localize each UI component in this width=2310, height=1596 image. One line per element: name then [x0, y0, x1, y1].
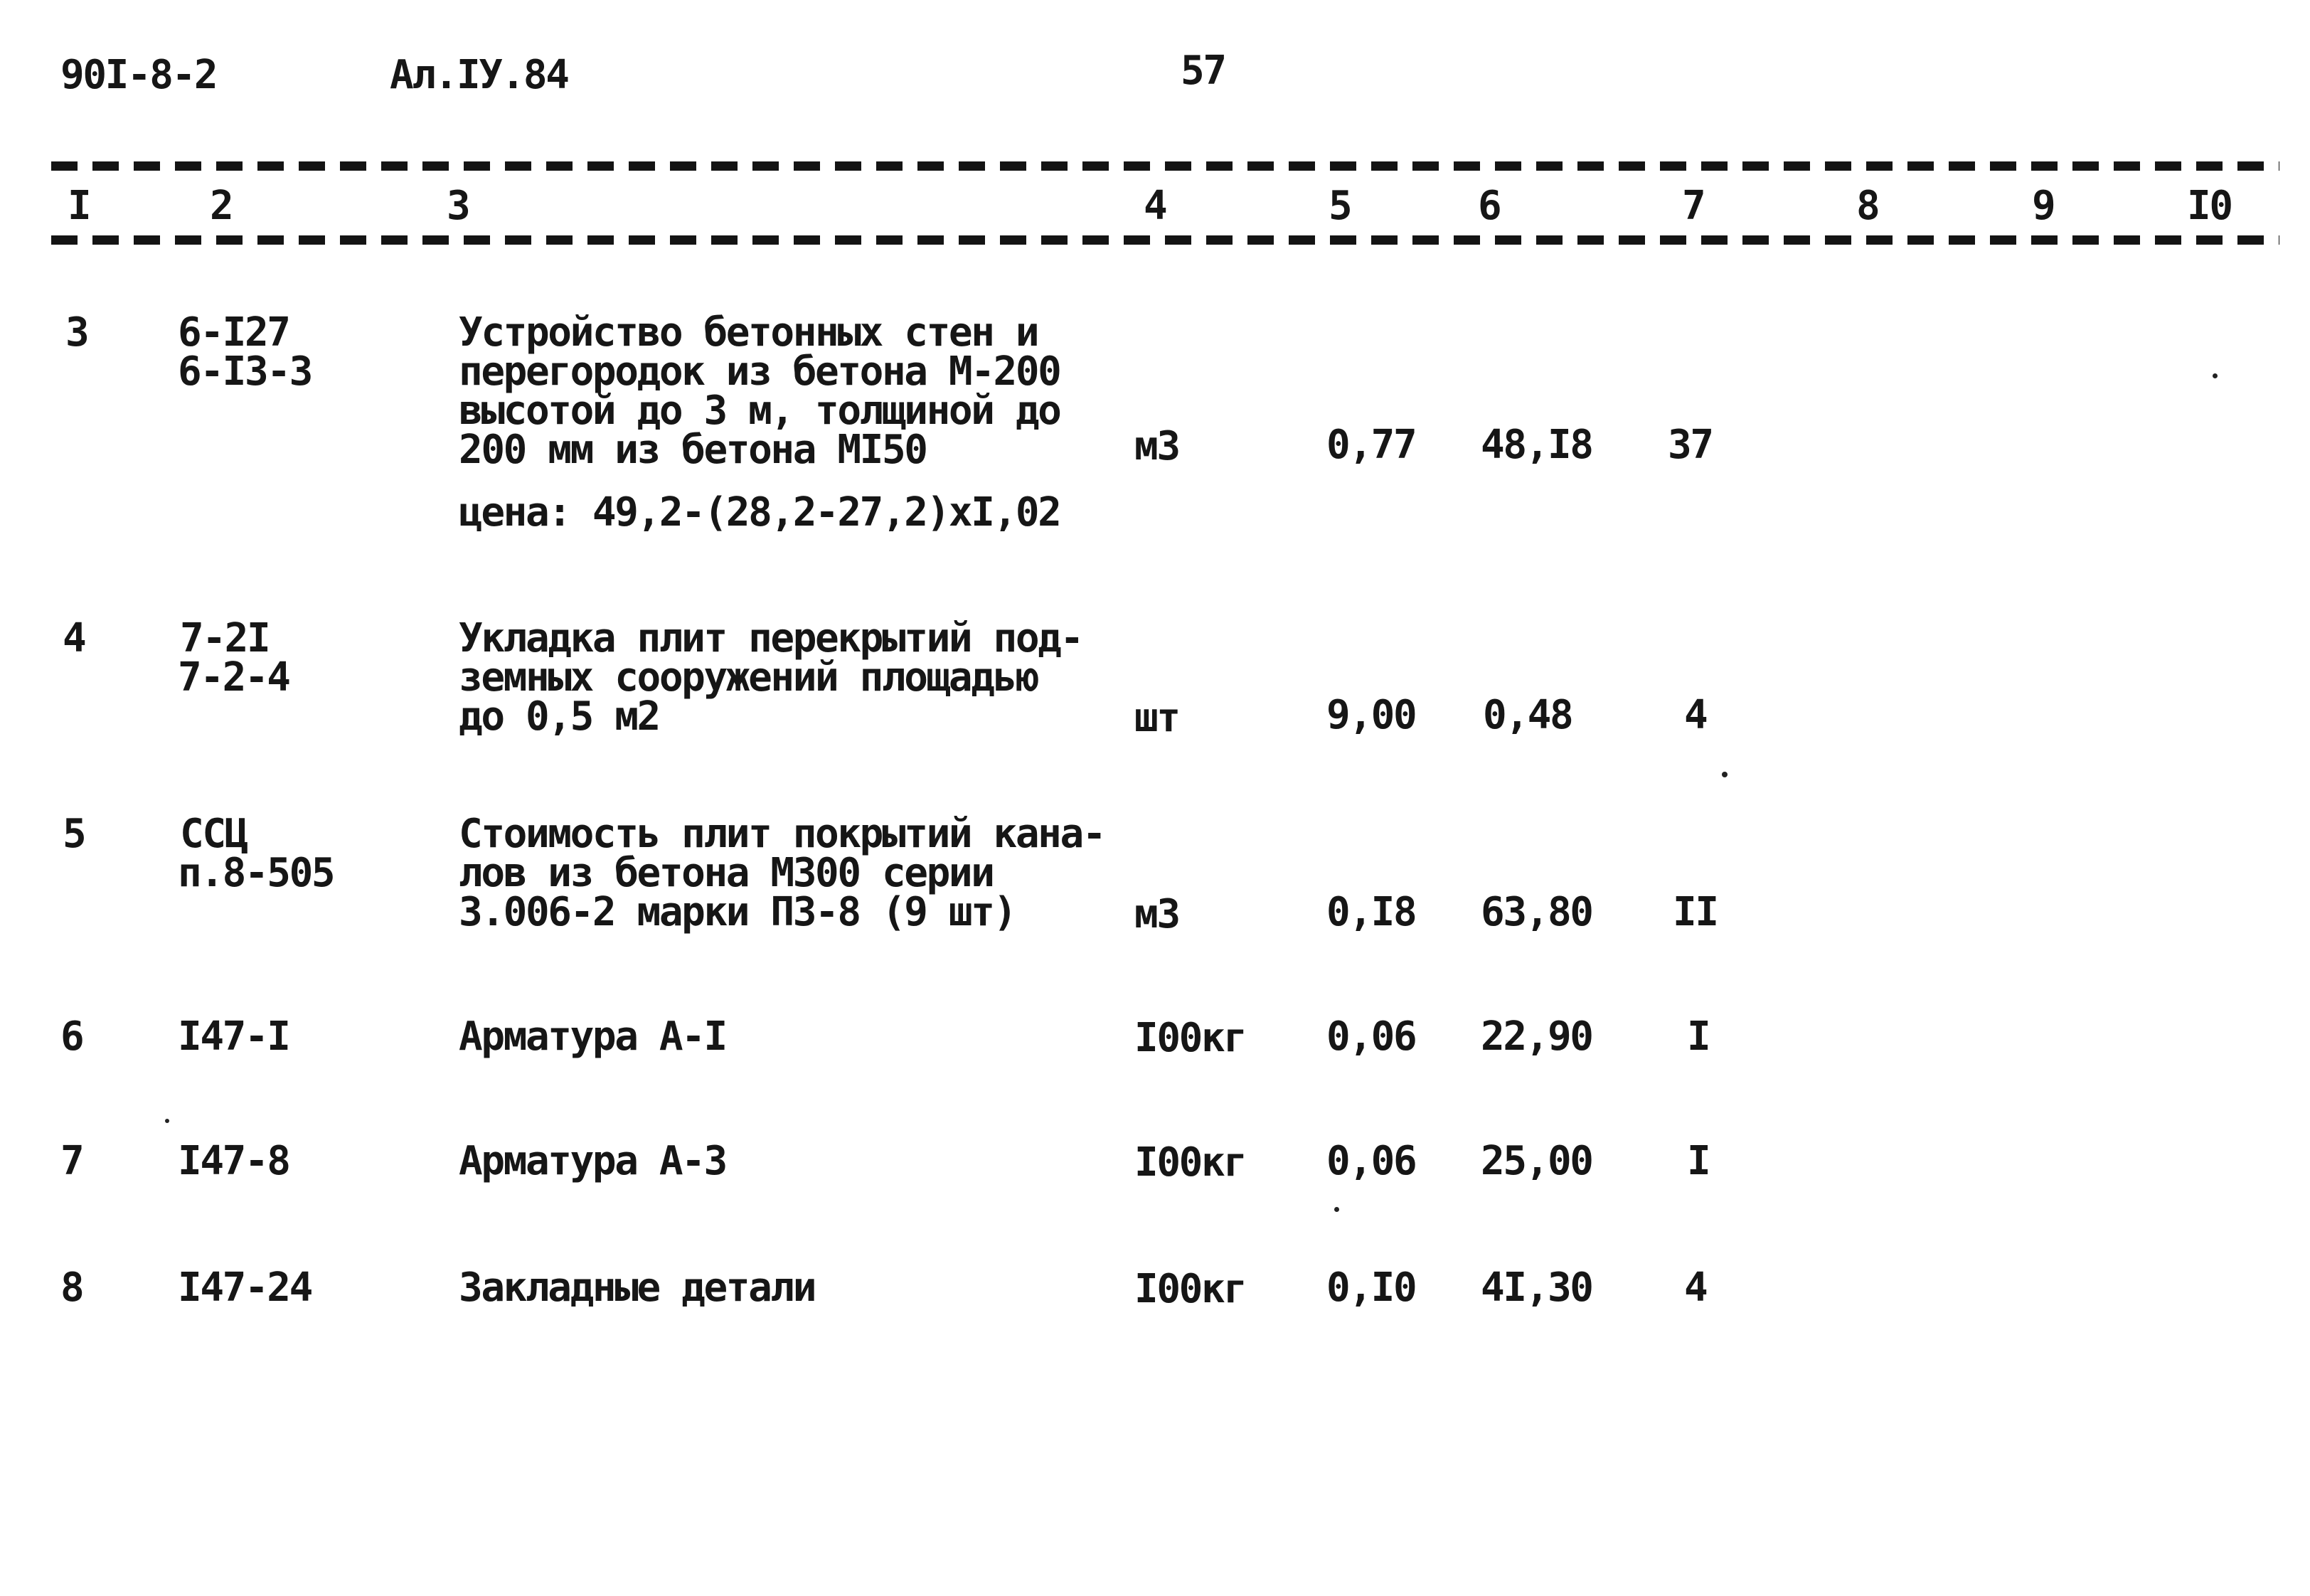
column-header-9: 9 — [2032, 183, 2056, 229]
doc-number: 90I-8-2 — [60, 52, 218, 98]
scan-speck — [165, 1119, 169, 1123]
row-3-desc-line1: Устройство бетонных стен и — [459, 309, 1040, 356]
row-8-code-line1: I47-24 — [178, 1265, 313, 1311]
row-7-desc-line1: Арматура А-3 — [459, 1138, 728, 1184]
row-3-code-line1: 6-I27 — [178, 309, 291, 356]
row-4-unit: шт — [1134, 695, 1181, 741]
row-4-code-line1: 7-2I — [180, 615, 271, 661]
row-5-desc-line1: Стоимость плит покрытий кана- — [459, 811, 1107, 857]
row-8-desc-line1: Закладные детали — [459, 1265, 816, 1311]
row-5-unit: м3 — [1134, 891, 1181, 937]
column-header-5: 5 — [1329, 183, 1353, 229]
row-4-total: 4 — [1684, 692, 1708, 738]
column-header-7: 7 — [1682, 183, 1706, 229]
column-header-3: 3 — [447, 183, 471, 229]
column-header-1: I — [68, 183, 92, 229]
row-4-code-line2: 7-2-4 — [178, 654, 291, 701]
row-5-num: 5 — [63, 811, 87, 857]
row-4-desc-line1: Укладка плит перекрытий под- — [459, 615, 1084, 661]
row-3-unit-price: 48,I8 — [1481, 422, 1594, 468]
row-7-qty: 0,06 — [1326, 1138, 1417, 1184]
row-3-desc-line4: 200 мм из бетона МI50 — [459, 427, 928, 473]
row-7-unit: I00кг — [1134, 1139, 1247, 1186]
row-4-qty: 9,00 — [1326, 692, 1417, 738]
row-6-code-line1: I47-I — [178, 1014, 291, 1060]
row-7-unit-price: 25,00 — [1481, 1138, 1594, 1184]
column-header-4: 4 — [1144, 183, 1168, 229]
row-4-unit-price: 0,48 — [1483, 692, 1574, 738]
row-6-unit-price: 22,90 — [1481, 1014, 1594, 1060]
row-6-num: 6 — [60, 1014, 85, 1060]
row-5-total: II — [1673, 889, 1719, 935]
row-7-total: I — [1687, 1138, 1711, 1184]
row-5-code-line2: п.8-505 — [178, 850, 336, 896]
row-5-desc-line2: лов из бетона М300 серии — [459, 850, 995, 896]
row-3-num: 3 — [65, 309, 90, 356]
row-3-code-line2: 6-I3-3 — [178, 349, 313, 395]
row-6-desc-line1: Арматура А-I — [459, 1014, 728, 1060]
scan-speck — [1722, 772, 1728, 777]
row-6-unit: I00кг — [1134, 1015, 1247, 1061]
row-3-desc-line2: перегородок из бетона М-200 — [459, 349, 1062, 395]
row-3-desc-line3: высотой до 3 м, толщиной до — [459, 388, 1062, 434]
scan-speck — [2213, 373, 2218, 378]
row-8-num: 8 — [60, 1265, 85, 1311]
row-7-num: 7 — [60, 1138, 85, 1184]
column-header-6: 6 — [1478, 183, 1502, 229]
table-top-dashed-rule — [51, 161, 2279, 171]
column-header-8: 8 — [1856, 183, 1880, 229]
scan-speck — [1334, 1207, 1339, 1212]
row-8-qty: 0,I0 — [1326, 1265, 1417, 1311]
row-6-qty: 0,06 — [1326, 1014, 1417, 1060]
album-code: Ал.IУ.84 — [390, 52, 570, 98]
row-7-code-line1: I47-8 — [178, 1138, 291, 1184]
column-header-10: I0 — [2187, 183, 2233, 229]
row-4-desc-line3: до 0,5 м2 — [459, 693, 661, 740]
row-3-total: 37 — [1668, 422, 1714, 468]
row-8-unit: I00кг — [1134, 1266, 1247, 1312]
row-5-code-line1: ССЦ — [180, 811, 248, 857]
page-number: 57 — [1181, 48, 1227, 94]
row-8-unit-price: 4I,30 — [1481, 1265, 1594, 1311]
table-bottom-dashed-rule — [51, 235, 2279, 245]
row-5-desc-line3: 3.006-2 марки П3-8 (9 шт) — [459, 889, 1017, 935]
row-4-num: 4 — [63, 615, 87, 661]
row-3-unit: м3 — [1134, 423, 1181, 469]
row-8-total: 4 — [1684, 1265, 1708, 1311]
row-3-qty: 0,77 — [1326, 422, 1417, 468]
row-5-unit-price: 63,80 — [1481, 889, 1594, 935]
row-3-price-note: цена: 49,2-(28,2-27,2)хI,02 — [459, 489, 1062, 536]
column-header-2: 2 — [210, 183, 234, 229]
row-4-desc-line2: земных сооружений площадью — [459, 654, 1040, 701]
row-5-qty: 0,I8 — [1326, 889, 1417, 935]
row-6-total: I — [1687, 1014, 1711, 1060]
